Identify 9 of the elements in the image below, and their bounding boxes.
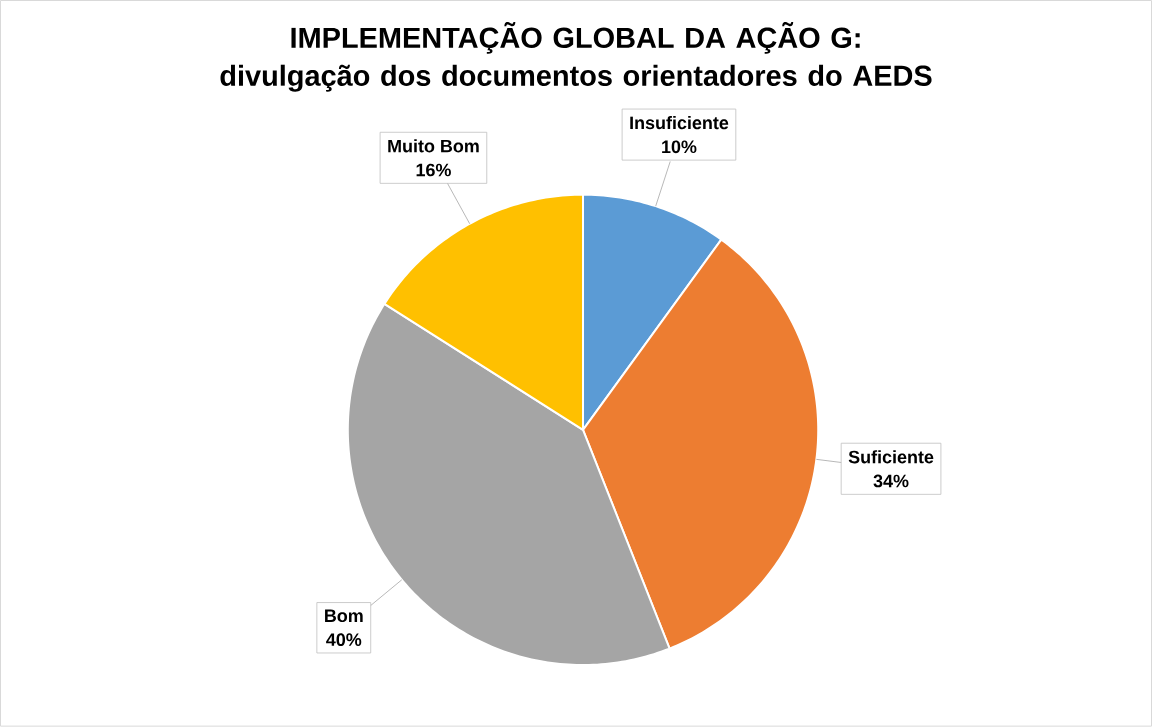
data-label: 34% [873, 474, 909, 488]
slice-label: Bom [325, 609, 363, 623]
slice-label: Insuficiente [630, 116, 729, 130]
data-label: 16% [416, 163, 451, 177]
slice-label: Muito Bom [388, 139, 479, 153]
data-label: 40% [326, 633, 362, 647]
data-label: 10% [662, 140, 697, 154]
slice-label: Suficiente [848, 450, 934, 464]
chart-title: IMPLEMENTAÇÃO GLOBAL DA AÇÃO G: divulgação dos documentos orientadores do AEDS [220, 22, 932, 92]
